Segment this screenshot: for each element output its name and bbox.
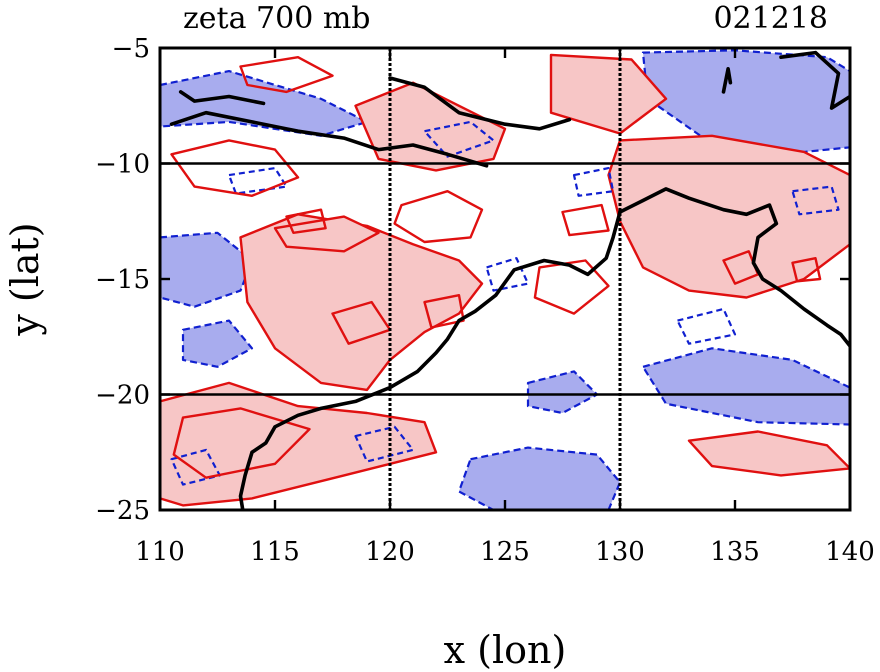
coastline-6 bbox=[618, 187, 850, 348]
negative-region-ne-band bbox=[641, 49, 850, 156]
positive-contour-2 bbox=[393, 189, 484, 244]
x-tick-label-140: 140 bbox=[825, 537, 875, 567]
x-tick-label-125: 125 bbox=[480, 537, 530, 567]
y-tick-label-20: −20 bbox=[95, 381, 150, 411]
positive-region-coast-strip bbox=[273, 215, 380, 253]
chart-title-left: zeta 700 mb bbox=[183, 1, 371, 36]
positive-contour-5 bbox=[791, 257, 822, 283]
y-axis-label: y (lat) bbox=[3, 222, 47, 336]
x-tick-label-130: 130 bbox=[595, 537, 645, 567]
positive-contour-11 bbox=[423, 294, 465, 329]
positive-contour-8 bbox=[239, 56, 334, 94]
positive-contour-7 bbox=[533, 259, 610, 315]
x-tick-labels: 110 115 120 125 130 135 140 bbox=[135, 537, 875, 567]
coastline-5 bbox=[779, 50, 850, 110]
negative-region-west-mid bbox=[181, 319, 254, 368]
coastline-3 bbox=[178, 90, 266, 106]
negative-region-se-patch bbox=[641, 347, 850, 426]
plot-area bbox=[160, 48, 850, 510]
grid-layer bbox=[160, 48, 850, 510]
chart-title-right: 021218 bbox=[713, 1, 828, 36]
negative-region-west-patch bbox=[160, 231, 254, 308]
positive-region-se-streak bbox=[687, 430, 850, 477]
x-axis-label: x (lon) bbox=[444, 628, 567, 672]
positive-contour-layer bbox=[170, 56, 822, 479]
negative-region-central-island bbox=[526, 370, 599, 415]
x-tick-label-120: 120 bbox=[365, 537, 415, 567]
negative-contour-6 bbox=[676, 307, 737, 345]
negative-contour-8 bbox=[791, 185, 840, 216]
coastline-layer bbox=[169, 50, 850, 510]
x-tick-label-135: 135 bbox=[710, 537, 760, 567]
coastline-2 bbox=[388, 76, 572, 131]
x-tick-label-110: 110 bbox=[135, 537, 185, 567]
y-tick-label-5: −5 bbox=[112, 34, 150, 64]
tick-layer bbox=[158, 46, 852, 512]
coastline-4 bbox=[721, 67, 733, 94]
negative-contour-3 bbox=[485, 257, 530, 292]
positive-region-central-ridge bbox=[239, 213, 484, 392]
coastline-1 bbox=[169, 110, 489, 168]
y-tick-label-25: −25 bbox=[95, 496, 150, 526]
positive-contour-9 bbox=[561, 203, 610, 237]
positive-region-sw-band bbox=[160, 381, 438, 507]
positive-contour-6 bbox=[172, 407, 311, 479]
y-tick-label-15: −15 bbox=[95, 265, 150, 295]
x-tick-label-115: 115 bbox=[250, 537, 300, 567]
positive-region-east-ne-patch bbox=[549, 53, 668, 135]
negative-region-south-central bbox=[457, 446, 622, 510]
positive-contour-3 bbox=[285, 208, 327, 235]
coastline-7 bbox=[238, 210, 622, 510]
positive-contour-1 bbox=[170, 139, 300, 198]
negative-contour-2 bbox=[227, 167, 288, 195]
negative-contour-1 bbox=[423, 120, 495, 158]
y-tick-label-10: −10 bbox=[95, 150, 150, 180]
y-tick-labels: −5 −10 −15 −20 −25 bbox=[95, 34, 150, 526]
negative-contour-7 bbox=[572, 167, 615, 197]
